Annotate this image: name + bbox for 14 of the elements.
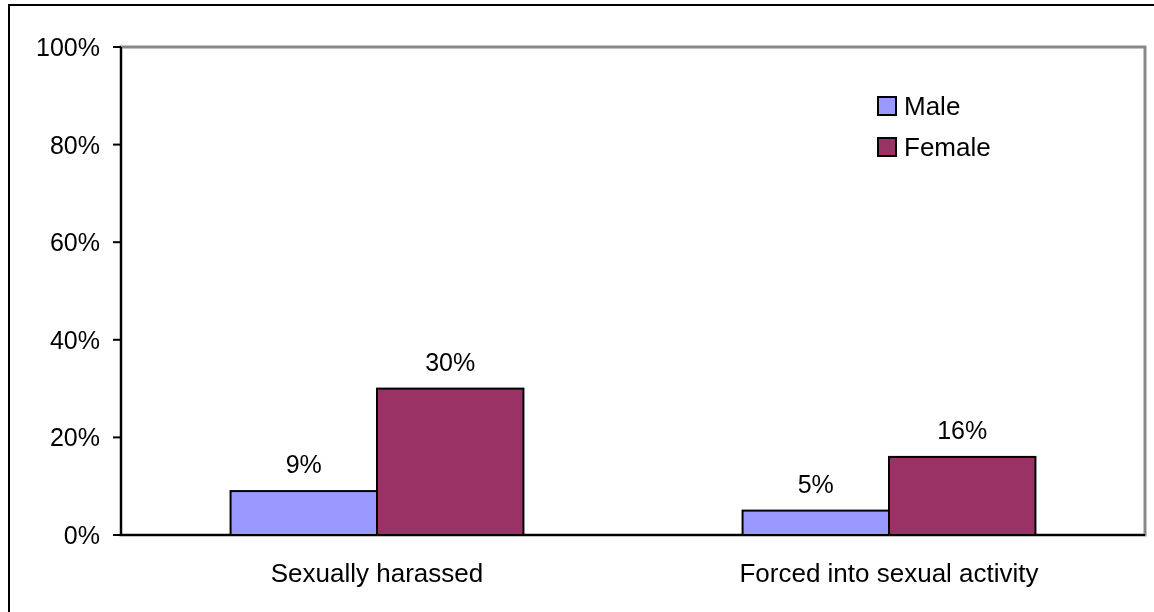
legend-label: Male xyxy=(904,91,961,121)
y-tick-label: 20% xyxy=(49,423,100,452)
x-tick-label: Sexually harassed xyxy=(270,558,484,588)
legend-label: Female xyxy=(904,132,991,162)
data-label: 16% xyxy=(937,415,988,444)
data-label: 5% xyxy=(797,469,834,498)
y-tick-label: 60% xyxy=(49,228,100,257)
x-tick-label: Forced into sexual activity xyxy=(739,558,1039,588)
data-label: 9% xyxy=(285,450,322,479)
y-tick-label: 40% xyxy=(49,325,100,354)
y-tick-label: 100% xyxy=(36,33,100,61)
y-tick-label: 80% xyxy=(49,130,100,159)
y-tick-label: 0% xyxy=(63,521,100,549)
data-label: 30% xyxy=(425,347,476,376)
